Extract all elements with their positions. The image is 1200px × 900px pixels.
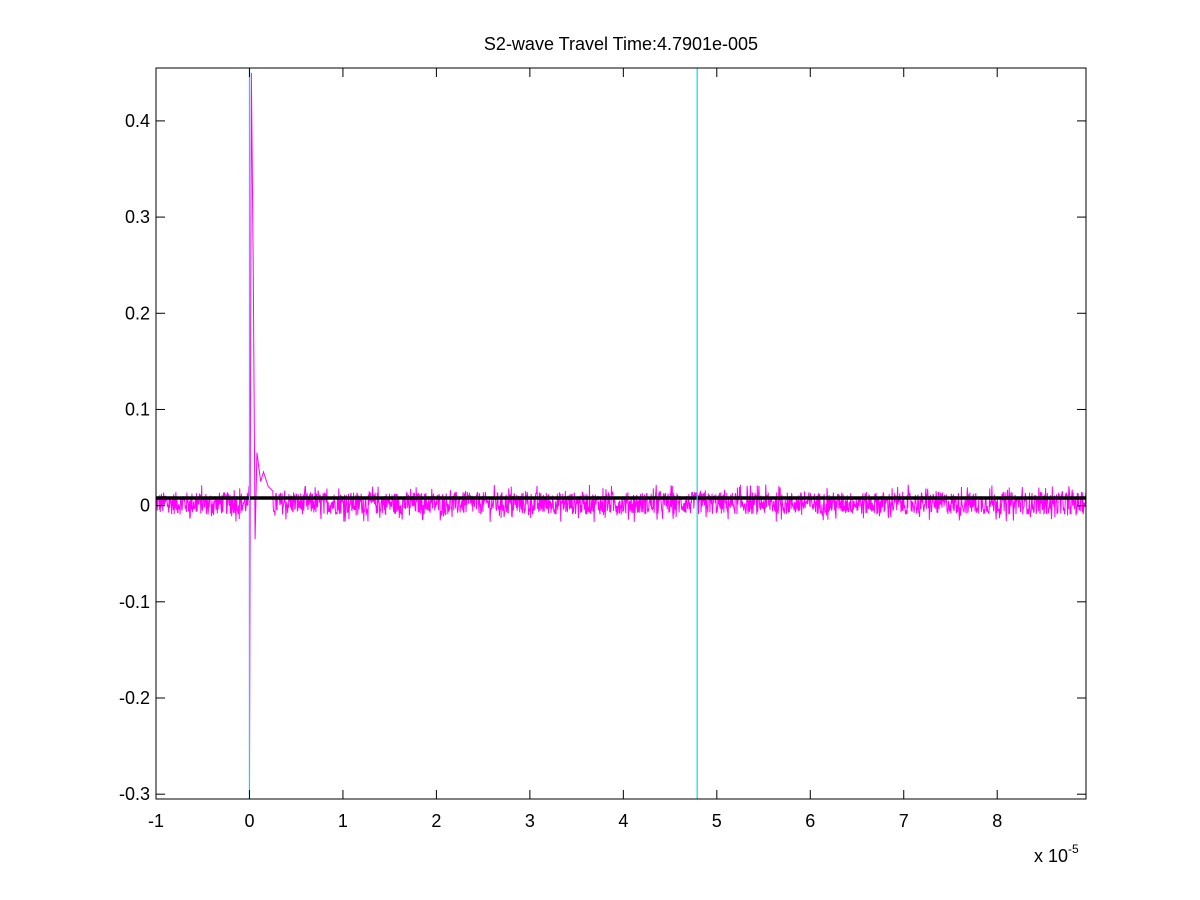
x-tick-label: 2 [431, 811, 441, 831]
y-tick-label: -0.1 [119, 592, 150, 612]
x-axis: -1 0 1 2 3 4 5 6 7 8 [148, 68, 1002, 831]
axes-box [155, 67, 1087, 800]
y-tick-label: 0.4 [125, 111, 150, 131]
x-tick-label: 0 [244, 811, 254, 831]
x-scale-base: x 10 [1034, 846, 1068, 866]
series-waveform-line [156, 72, 1086, 795]
x-tick-label: 3 [525, 811, 535, 831]
y-tick-label: -0.2 [119, 688, 150, 708]
x-tick-label: 1 [338, 811, 348, 831]
y-axis: 0.4 0.3 0.2 0.1 0 -0.1 -0.2 -0.3 [119, 111, 1086, 804]
y-tick-label: 0.1 [125, 399, 150, 419]
y-tick-label: 0.2 [125, 303, 150, 323]
y-tick-label: 0 [140, 496, 150, 516]
x-tick-label: 7 [899, 811, 909, 831]
x-scale-multiplier: x 10-5 [1034, 842, 1079, 866]
chart-title: S2-wave Travel Time:4.7901e-005 [484, 34, 758, 54]
y-tick-label: 0.3 [125, 207, 150, 227]
series-group [156, 68, 1086, 799]
x-tick-label: 5 [712, 811, 722, 831]
x-tick-label: 4 [618, 811, 628, 831]
plot-area [156, 68, 1086, 799]
x-tick-label: -1 [148, 811, 164, 831]
x-scale-exponent: -5 [1068, 842, 1079, 856]
y-tick-label: -0.3 [119, 784, 150, 804]
x-tick-label: 6 [805, 811, 815, 831]
x-tick-label: 8 [992, 811, 1002, 831]
